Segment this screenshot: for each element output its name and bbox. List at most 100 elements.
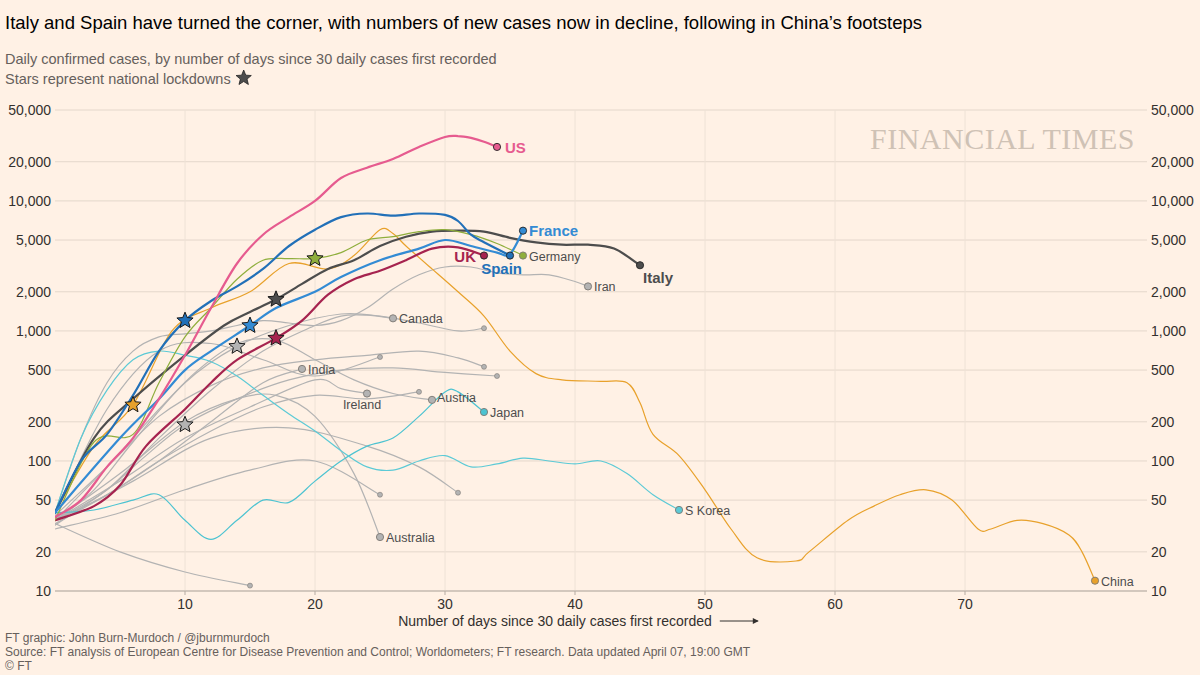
x-axis-line xyxy=(55,591,1147,592)
x-tick xyxy=(705,591,706,595)
series-end-dot xyxy=(495,374,500,379)
series-end-dot xyxy=(636,262,643,269)
y-gridline xyxy=(55,500,1147,501)
x-tick xyxy=(835,591,836,595)
lockdown-star xyxy=(268,330,284,345)
series-line xyxy=(55,342,380,512)
series-end-dot xyxy=(519,252,526,259)
x-gridline xyxy=(575,110,576,591)
y-tick-label: 50 xyxy=(35,492,51,508)
series-end-dot xyxy=(417,389,422,394)
y-gridline xyxy=(55,240,1147,241)
series-end-dot xyxy=(378,492,383,497)
series-line xyxy=(55,231,523,513)
series-label: Japan xyxy=(490,406,524,420)
x-gridline xyxy=(185,110,186,591)
series-end-dot xyxy=(378,355,383,360)
series-end-dot xyxy=(482,326,487,331)
title: Italy and Spain have turned the corner, … xyxy=(5,12,922,33)
x-tick xyxy=(185,591,186,595)
x-axis-arrowhead xyxy=(753,618,759,624)
series-label: China xyxy=(1101,575,1134,589)
y-tick-label-right: 10,000 xyxy=(1151,193,1194,209)
series-label: Ireland xyxy=(343,398,381,412)
series-label: UK xyxy=(454,248,476,265)
series-line xyxy=(55,379,367,520)
y-tick-label: 10,000 xyxy=(8,193,51,209)
watermark: FINANCIAL TIMES xyxy=(870,122,1135,155)
series-label: S Korea xyxy=(685,504,730,518)
x-axis-label: Number of days since 30 daily cases firs… xyxy=(398,613,712,629)
y-gridline xyxy=(55,200,1147,201)
series-label: Iran xyxy=(594,280,616,294)
y-tick-label: 20,000 xyxy=(8,154,51,170)
x-tick-label: 60 xyxy=(827,596,843,612)
x-tick-label: 10 xyxy=(177,596,193,612)
lockdown-star xyxy=(268,291,284,306)
y-tick-label-right: 100 xyxy=(1151,453,1175,469)
series-label: India xyxy=(308,363,335,377)
series-line xyxy=(55,228,1095,580)
source-note: Source: FT analysis of European Centre f… xyxy=(5,645,751,659)
series-line xyxy=(55,394,380,537)
x-gridline xyxy=(445,110,446,591)
y-tick-label: 500 xyxy=(28,362,52,378)
page: {"chart_data": { "type": "line", "title"… xyxy=(0,0,1200,675)
series-line xyxy=(55,230,523,521)
lockdown-star xyxy=(177,312,193,327)
series-end-dot xyxy=(482,364,487,369)
lockdown-star xyxy=(177,416,193,431)
y-tick-label-right: 2,000 xyxy=(1151,284,1186,300)
background xyxy=(0,0,1200,675)
series-end-dot xyxy=(506,252,513,259)
y-tick-label: 1,000 xyxy=(16,323,51,339)
series-end-dot xyxy=(675,506,682,513)
series-line xyxy=(55,392,419,520)
series-label: France xyxy=(529,222,578,239)
x-tick-label: 50 xyxy=(697,596,713,612)
series-line xyxy=(55,247,484,521)
x-tick xyxy=(445,591,446,595)
lockdown-star xyxy=(125,396,141,411)
x-axis-arrow xyxy=(720,621,758,622)
lockdown-star xyxy=(307,250,323,265)
y-gridline xyxy=(55,110,1147,111)
y-tick-label-right: 5,000 xyxy=(1151,232,1186,248)
y-gridline xyxy=(55,330,1147,331)
x-tick-label: 40 xyxy=(567,596,583,612)
y-gridline xyxy=(55,370,1147,371)
lockdown-star xyxy=(229,338,245,353)
series-end-dot xyxy=(389,315,396,322)
x-tick xyxy=(575,591,576,595)
y-tick-label-right: 500 xyxy=(1151,362,1175,378)
y-tick-label: 50,000 xyxy=(8,102,51,118)
y-tick-label-right: 20,000 xyxy=(1151,154,1194,170)
x-tick xyxy=(965,591,966,595)
y-tick-label-right: 50,000 xyxy=(1151,102,1194,118)
series-end-dot xyxy=(428,396,435,403)
y-tick-label: 5,000 xyxy=(16,232,51,248)
series-end-dot xyxy=(480,252,487,259)
series-line xyxy=(55,315,393,520)
y-tick-label-right: 20 xyxy=(1151,544,1167,560)
x-tick-label: 20 xyxy=(307,596,323,612)
series-line xyxy=(55,231,640,513)
series-label: Germany xyxy=(529,250,581,264)
y-tick-label: 10 xyxy=(35,583,51,599)
x-tick xyxy=(315,591,316,595)
y-gridline xyxy=(55,591,1147,592)
subtitle: Daily confirmed cases, by number of days… xyxy=(5,51,497,67)
y-tick-label: 100 xyxy=(28,453,52,469)
y-tick-label-right: 1,000 xyxy=(1151,323,1186,339)
x-gridline xyxy=(705,110,706,591)
y-gridline xyxy=(55,161,1147,162)
series-line xyxy=(55,524,250,586)
source-note: © FT xyxy=(5,659,33,673)
series-end-dot xyxy=(248,583,253,588)
series-end-dot xyxy=(480,408,487,415)
y-tick-label-right: 50 xyxy=(1151,492,1167,508)
subtitle: Stars represent national lockdowns xyxy=(5,71,231,87)
series-label: Austria xyxy=(437,391,476,405)
series-end-dot xyxy=(456,490,461,495)
series-label: Australia xyxy=(386,531,435,545)
